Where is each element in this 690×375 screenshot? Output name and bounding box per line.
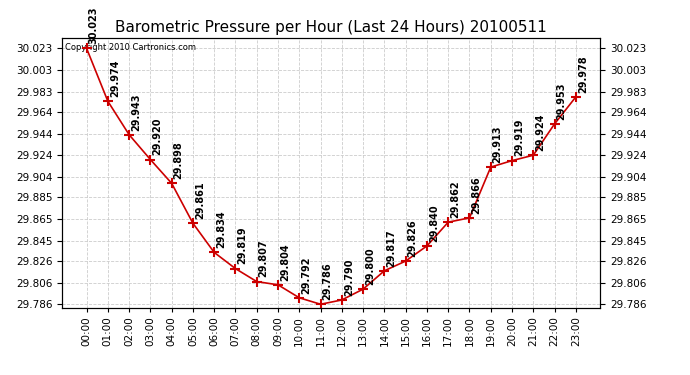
Point: [528, 152, 539, 158]
Point: [379, 268, 390, 274]
Text: 29.834: 29.834: [216, 211, 226, 248]
Text: 29.898: 29.898: [174, 141, 184, 179]
Point: [251, 279, 262, 285]
Text: 29.913: 29.913: [493, 125, 503, 163]
Point: [443, 219, 454, 225]
Point: [230, 266, 241, 272]
Text: 29.862: 29.862: [450, 180, 460, 218]
Point: [102, 98, 113, 104]
Point: [464, 215, 475, 221]
Point: [294, 295, 305, 301]
Text: 29.786: 29.786: [322, 262, 333, 300]
Text: 29.943: 29.943: [131, 93, 141, 130]
Text: 29.920: 29.920: [152, 118, 162, 155]
Point: [422, 243, 433, 249]
Text: 29.978: 29.978: [578, 55, 588, 93]
Text: 29.819: 29.819: [237, 227, 248, 264]
Text: 30.023: 30.023: [88, 7, 99, 44]
Text: 29.919: 29.919: [514, 119, 524, 156]
Text: 29.861: 29.861: [195, 182, 205, 219]
Text: 29.804: 29.804: [280, 243, 290, 280]
Text: Copyright 2010 Cartronics.com: Copyright 2010 Cartronics.com: [65, 43, 196, 52]
Text: 29.840: 29.840: [429, 204, 439, 242]
Title: Barometric Pressure per Hour (Last 24 Hours) 20100511: Barometric Pressure per Hour (Last 24 Ho…: [115, 20, 547, 35]
Point: [315, 301, 326, 307]
Text: 29.792: 29.792: [302, 256, 311, 294]
Text: 29.924: 29.924: [535, 114, 545, 151]
Point: [571, 94, 582, 100]
Text: 29.807: 29.807: [259, 240, 268, 278]
Text: 29.866: 29.866: [471, 176, 482, 214]
Point: [549, 121, 560, 127]
Point: [485, 164, 496, 170]
Point: [124, 132, 135, 138]
Point: [208, 249, 219, 255]
Point: [188, 220, 199, 226]
Point: [400, 258, 411, 264]
Point: [81, 45, 92, 51]
Point: [357, 286, 368, 292]
Point: [273, 282, 284, 288]
Text: 29.953: 29.953: [557, 82, 566, 120]
Text: 29.826: 29.826: [408, 219, 417, 257]
Text: 29.800: 29.800: [365, 248, 375, 285]
Text: 29.790: 29.790: [344, 258, 354, 296]
Point: [145, 156, 156, 162]
Point: [506, 158, 518, 164]
Text: 29.817: 29.817: [386, 229, 396, 267]
Point: [166, 180, 177, 186]
Text: 29.974: 29.974: [110, 60, 120, 97]
Point: [336, 297, 347, 303]
